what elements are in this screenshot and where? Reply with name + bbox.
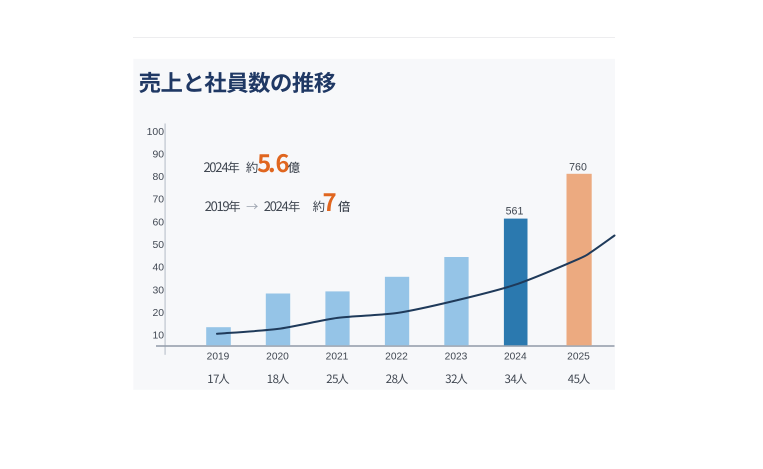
svg-text:561: 561 xyxy=(506,206,524,218)
svg-text:2025: 2025 xyxy=(567,351,590,362)
svg-text:30: 30 xyxy=(152,285,164,296)
svg-text:80: 80 xyxy=(152,172,164,183)
svg-text:2024: 2024 xyxy=(504,351,527,362)
svg-text:100: 100 xyxy=(147,127,165,138)
svg-text:2023: 2023 xyxy=(445,351,468,362)
svg-text:60: 60 xyxy=(152,217,164,228)
svg-text:50: 50 xyxy=(152,240,164,251)
svg-text:2022: 2022 xyxy=(385,351,408,362)
svg-text:760: 760 xyxy=(569,162,587,174)
svg-text:20: 20 xyxy=(152,308,164,319)
svg-text:10: 10 xyxy=(152,331,164,342)
svg-text:2020: 2020 xyxy=(266,351,289,362)
svg-text:2019: 2019 xyxy=(207,351,230,362)
svg-text:2021: 2021 xyxy=(326,351,349,362)
svg-text:90: 90 xyxy=(152,149,164,160)
svg-text:70: 70 xyxy=(152,195,164,206)
svg-text:40: 40 xyxy=(152,263,164,274)
